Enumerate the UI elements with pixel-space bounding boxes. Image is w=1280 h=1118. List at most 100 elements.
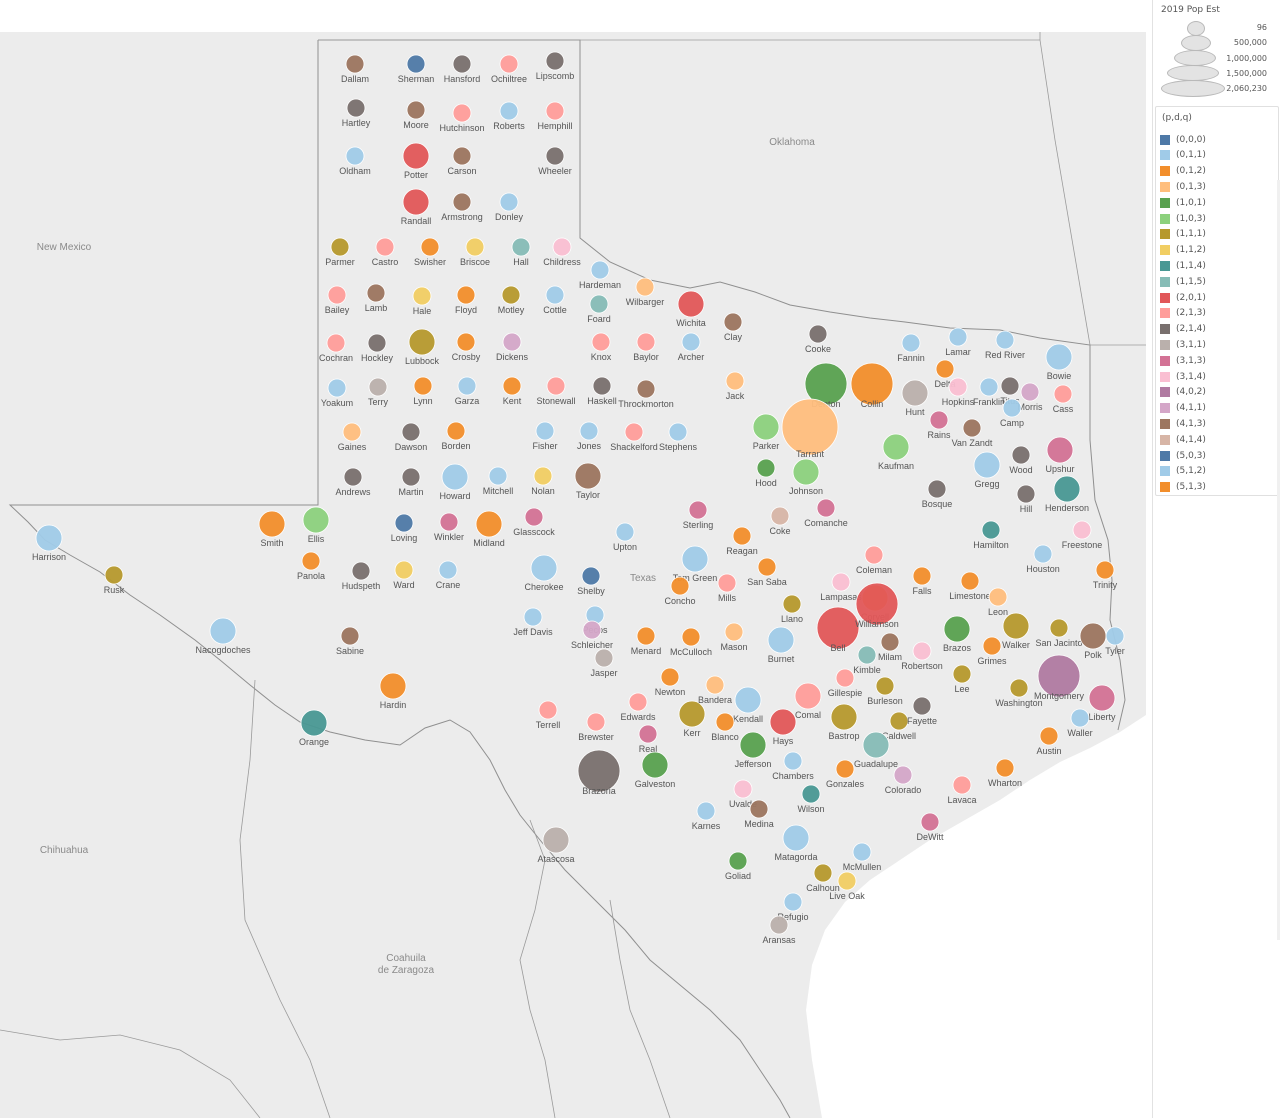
county-bubble[interactable] bbox=[343, 467, 363, 487]
county-marker[interactable]: Burnet bbox=[767, 626, 795, 664]
county-marker[interactable]: Henderson bbox=[1045, 475, 1089, 513]
county-bubble[interactable] bbox=[502, 332, 522, 352]
color-legend-item[interactable]: (3,1,1) bbox=[1160, 338, 1206, 351]
county-bubble[interactable] bbox=[808, 324, 828, 344]
county-bubble[interactable] bbox=[979, 377, 999, 397]
county-bubble[interactable] bbox=[533, 466, 553, 486]
county-marker[interactable]: Midland bbox=[473, 510, 505, 548]
county-marker[interactable]: Hill bbox=[1016, 484, 1036, 514]
county-bubble[interactable] bbox=[948, 377, 968, 397]
county-bubble[interactable] bbox=[813, 863, 833, 883]
county-bubble[interactable] bbox=[592, 376, 612, 396]
county-bubble[interactable] bbox=[882, 433, 910, 461]
county-bubble[interactable] bbox=[725, 371, 745, 391]
county-marker[interactable]: Fayette bbox=[907, 696, 937, 726]
county-bubble[interactable] bbox=[875, 676, 895, 696]
county-bubble[interactable] bbox=[857, 645, 877, 665]
county-marker[interactable]: Mills bbox=[717, 573, 736, 603]
county-bubble[interactable] bbox=[638, 724, 658, 744]
county-marker[interactable]: Jasper bbox=[590, 648, 618, 678]
county-marker[interactable]: Smith bbox=[258, 510, 286, 548]
county-bubble[interactable] bbox=[591, 332, 611, 352]
county-marker[interactable]: Hopkins bbox=[942, 377, 975, 407]
county-marker[interactable]: Tarrant bbox=[781, 398, 839, 459]
county-bubble[interactable] bbox=[1095, 560, 1115, 580]
county-bubble[interactable] bbox=[258, 510, 286, 538]
county-marker[interactable]: Sterling bbox=[683, 500, 714, 530]
color-legend-item[interactable]: (4,1,3) bbox=[1160, 417, 1206, 430]
county-bubble[interactable] bbox=[413, 376, 433, 396]
county-marker[interactable]: Goliad bbox=[725, 851, 751, 881]
county-bubble[interactable] bbox=[724, 622, 744, 642]
county-bubble[interactable] bbox=[901, 379, 929, 407]
county-marker[interactable]: Nacogdoches bbox=[195, 617, 251, 655]
county-bubble[interactable] bbox=[960, 571, 980, 591]
county-bubble[interactable] bbox=[739, 731, 767, 759]
county-bubble[interactable] bbox=[715, 712, 735, 732]
county-bubble[interactable] bbox=[1000, 376, 1020, 396]
county-bubble[interactable] bbox=[542, 826, 570, 854]
county-marker[interactable]: Sherman bbox=[398, 54, 435, 84]
county-marker[interactable]: Martin bbox=[398, 467, 424, 497]
map-view[interactable]: New Mexico Oklahoma Texas Chihuahua Coahuila… bbox=[0, 0, 1146, 1118]
county-bubble[interactable] bbox=[545, 285, 565, 305]
county-marker[interactable]: Lavaca bbox=[947, 775, 977, 805]
county-marker[interactable]: Hansford bbox=[444, 54, 481, 84]
county-bubble[interactable] bbox=[475, 510, 503, 538]
county-marker[interactable]: Foard bbox=[587, 294, 611, 324]
county-marker[interactable]: Coke bbox=[769, 506, 791, 536]
county-bubble[interactable] bbox=[952, 664, 972, 684]
county-bubble[interactable] bbox=[406, 100, 426, 120]
county-bubble[interactable] bbox=[499, 192, 519, 212]
county-marker[interactable]: Floyd bbox=[455, 285, 477, 315]
county-bubble[interactable] bbox=[446, 421, 466, 441]
county-bubble[interactable] bbox=[1049, 618, 1069, 638]
county-marker[interactable]: Randall bbox=[401, 188, 432, 226]
county-marker[interactable]: Howard bbox=[439, 463, 471, 501]
county-bubble[interactable] bbox=[582, 620, 602, 640]
color-legend-item[interactable]: (0,1,1) bbox=[1160, 149, 1206, 162]
color-legend-item[interactable]: (2,1,4) bbox=[1160, 323, 1206, 336]
county-marker[interactable]: Waller bbox=[1067, 708, 1093, 738]
county-marker[interactable]: Fisher bbox=[532, 421, 558, 451]
vertical-scrollbar[interactable] bbox=[1277, 180, 1280, 940]
county-bubble[interactable] bbox=[367, 333, 387, 353]
county-marker[interactable]: Roberts bbox=[493, 101, 525, 131]
county-marker[interactable]: Leon bbox=[988, 587, 1008, 617]
county-bubble[interactable] bbox=[366, 283, 386, 303]
county-bubble[interactable] bbox=[594, 648, 614, 668]
county-bubble[interactable] bbox=[852, 842, 872, 862]
county-bubble[interactable] bbox=[457, 376, 477, 396]
county-bubble[interactable] bbox=[982, 636, 1002, 656]
county-marker[interactable]: Stephens bbox=[659, 422, 698, 452]
county-marker[interactable]: San Saba bbox=[747, 557, 787, 587]
county-bubble[interactable] bbox=[412, 286, 432, 306]
county-marker[interactable]: Lubbock bbox=[405, 328, 440, 366]
county-marker[interactable]: Taylor bbox=[574, 462, 602, 500]
color-legend-item[interactable]: (1,1,4) bbox=[1160, 259, 1206, 272]
county-marker[interactable]: Winkler bbox=[434, 512, 464, 542]
county-marker[interactable]: Potter bbox=[402, 142, 430, 180]
county-marker[interactable]: Cottle bbox=[543, 285, 567, 315]
county-marker[interactable]: Comanche bbox=[804, 498, 848, 528]
county-marker[interactable]: Lee bbox=[952, 664, 972, 694]
county-marker[interactable]: Edwards bbox=[620, 692, 656, 722]
county-bubble[interactable] bbox=[1072, 520, 1092, 540]
county-bubble[interactable] bbox=[733, 779, 753, 799]
county-bubble[interactable] bbox=[406, 54, 426, 74]
county-bubble[interactable] bbox=[995, 758, 1015, 778]
color-legend-item[interactable]: (5,1,2) bbox=[1160, 465, 1206, 478]
county-marker[interactable]: Uvalde bbox=[729, 779, 757, 809]
county-bubble[interactable] bbox=[502, 376, 522, 396]
color-legend-item[interactable]: (5,1,3) bbox=[1160, 481, 1206, 494]
county-bubble[interactable] bbox=[35, 524, 63, 552]
county-bubble[interactable] bbox=[574, 462, 602, 490]
county-bubble[interactable] bbox=[524, 507, 544, 527]
county-marker[interactable]: Cherokee bbox=[524, 554, 564, 592]
color-legend-item[interactable]: (3,1,3) bbox=[1160, 354, 1206, 367]
county-marker[interactable]: Childress bbox=[543, 237, 581, 267]
county-bubble[interactable] bbox=[394, 560, 414, 580]
county-marker[interactable]: Karnes bbox=[692, 801, 721, 831]
county-bubble[interactable] bbox=[1002, 398, 1022, 418]
county-bubble[interactable] bbox=[535, 421, 555, 441]
